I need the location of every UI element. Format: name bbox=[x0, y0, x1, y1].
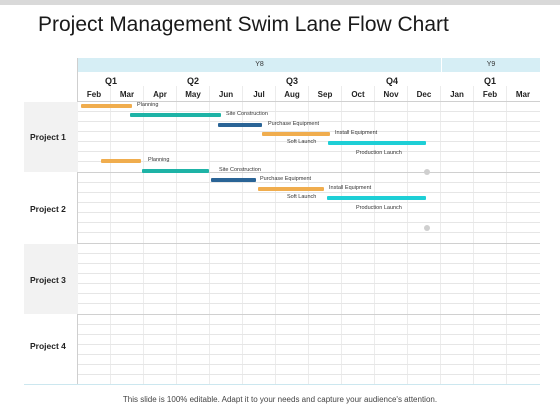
task-label-planning: Planning bbox=[148, 157, 170, 163]
grid-vline bbox=[110, 86, 111, 384]
task-bar-purchase-equipment[interactable] bbox=[211, 178, 256, 182]
grid-vline bbox=[374, 86, 375, 384]
month-label: Jul bbox=[253, 90, 265, 99]
task-label-soft-launch: Soft Launch bbox=[287, 194, 317, 200]
task-label-production-launch: Production Launch bbox=[356, 205, 402, 211]
month-label: Nov bbox=[383, 90, 399, 99]
grid-vline bbox=[473, 86, 474, 384]
grid-hline bbox=[78, 374, 540, 375]
grid-hline bbox=[78, 202, 540, 203]
quarter-label: Q3 bbox=[285, 76, 298, 86]
task-label-install-equipment: Install Equipment bbox=[329, 185, 372, 191]
grid-hline bbox=[78, 354, 540, 355]
grid-hline bbox=[78, 253, 540, 254]
task-label-site-construction: Site Construction bbox=[219, 167, 261, 173]
grid-hline bbox=[78, 222, 540, 223]
lane-label-bg bbox=[24, 244, 78, 314]
task-label-purchase-equipment: Purchase Equipment bbox=[260, 176, 312, 182]
month-label: Aug bbox=[284, 90, 300, 99]
task-bar-planning[interactable] bbox=[101, 159, 141, 163]
grid-hline bbox=[78, 293, 540, 294]
task-label-production-launch: Production Launch bbox=[356, 150, 402, 156]
grid-vline bbox=[176, 86, 177, 384]
slide-title: Project Management Swim Lane Flow Chart bbox=[38, 13, 449, 36]
grid-hline bbox=[78, 121, 540, 122]
task-label-site-construction: Site Construction bbox=[226, 111, 268, 117]
task-label-soft-launch: Soft Launch bbox=[287, 139, 317, 145]
lane-label-project-4: Project 4 bbox=[30, 341, 66, 351]
task-bar-install-equipment[interactable] bbox=[258, 187, 324, 191]
grid-hline bbox=[78, 131, 540, 132]
lane-label-project-3: Project 3 bbox=[30, 275, 66, 285]
lane-divider bbox=[78, 314, 540, 315]
grid-vline bbox=[440, 86, 441, 384]
lane-divider bbox=[78, 172, 540, 173]
grid-hline bbox=[78, 232, 540, 233]
grid-hline bbox=[78, 283, 540, 284]
quarter-label: Q1 bbox=[483, 76, 496, 86]
grid-hline bbox=[78, 303, 540, 304]
task-bar-site-construction[interactable] bbox=[130, 113, 221, 117]
task-bar-site-construction[interactable] bbox=[142, 169, 209, 173]
grid-hline bbox=[78, 263, 540, 264]
month-label: Mar bbox=[119, 90, 135, 99]
bottom-border bbox=[24, 384, 540, 385]
grid-vline bbox=[308, 86, 309, 384]
lane-label-project-1: Project 1 bbox=[30, 132, 66, 142]
quarter-label: Q2 bbox=[186, 76, 199, 86]
task-bar-install-equipment[interactable] bbox=[262, 132, 330, 136]
grid-hline bbox=[78, 334, 540, 335]
grid-hline bbox=[78, 151, 540, 152]
month-label: Oct bbox=[351, 90, 365, 99]
month-label: Sep bbox=[317, 90, 333, 99]
grid-hline bbox=[78, 273, 540, 274]
lane-label-project-2: Project 2 bbox=[30, 204, 66, 214]
lane-label-bg bbox=[24, 102, 78, 172]
grid-hline bbox=[78, 141, 540, 142]
task-label-planning: Planning bbox=[137, 102, 159, 108]
month-label: Mar bbox=[515, 90, 531, 99]
lane-divider bbox=[78, 101, 540, 102]
task-bar-purchase-equipment[interactable] bbox=[218, 123, 262, 127]
grid-vline bbox=[209, 86, 210, 384]
task-bar-soft-launch[interactable] bbox=[327, 196, 426, 200]
grid-vline bbox=[242, 86, 243, 384]
slide-footer: This slide is 100% editable. Adapt it to… bbox=[122, 395, 438, 404]
milestone-dot[interactable] bbox=[424, 169, 430, 175]
task-bar-soft-launch[interactable] bbox=[328, 141, 426, 145]
grid-hline bbox=[78, 192, 540, 193]
milestone-dot[interactable] bbox=[424, 225, 430, 231]
grid-hline bbox=[78, 111, 540, 112]
grid-hline bbox=[78, 182, 540, 183]
axis-line bbox=[77, 58, 78, 384]
grid-vline bbox=[275, 86, 276, 384]
quarter-label: Q1 bbox=[104, 76, 117, 86]
month-label: Apr bbox=[153, 90, 167, 99]
month-label: Feb bbox=[86, 90, 102, 99]
month-label: Feb bbox=[482, 90, 498, 99]
grid-hline bbox=[78, 161, 540, 162]
grid-vline bbox=[407, 86, 408, 384]
grid-hline bbox=[78, 344, 540, 345]
grid-vline bbox=[143, 86, 144, 384]
grid-vline bbox=[506, 86, 507, 384]
task-label-purchase-equipment: Purchase Equipment bbox=[268, 121, 320, 127]
month-label: Jun bbox=[218, 90, 234, 99]
top-strip bbox=[0, 0, 560, 5]
lane-divider bbox=[78, 243, 540, 244]
month-label: Jan bbox=[450, 90, 464, 99]
task-label-install-equipment: Install Equipment bbox=[335, 130, 378, 136]
grid-hline bbox=[78, 364, 540, 365]
quarter-label: Q4 bbox=[385, 76, 398, 86]
year-band-y9: Y9 bbox=[441, 58, 540, 72]
task-bar-planning[interactable] bbox=[81, 104, 132, 108]
month-label: Dec bbox=[416, 90, 432, 99]
grid-hline bbox=[78, 324, 540, 325]
grid-hline bbox=[78, 212, 540, 213]
grid-vline bbox=[341, 86, 342, 384]
month-label: May bbox=[185, 90, 201, 99]
year-band-y8: Y8 bbox=[78, 58, 441, 72]
